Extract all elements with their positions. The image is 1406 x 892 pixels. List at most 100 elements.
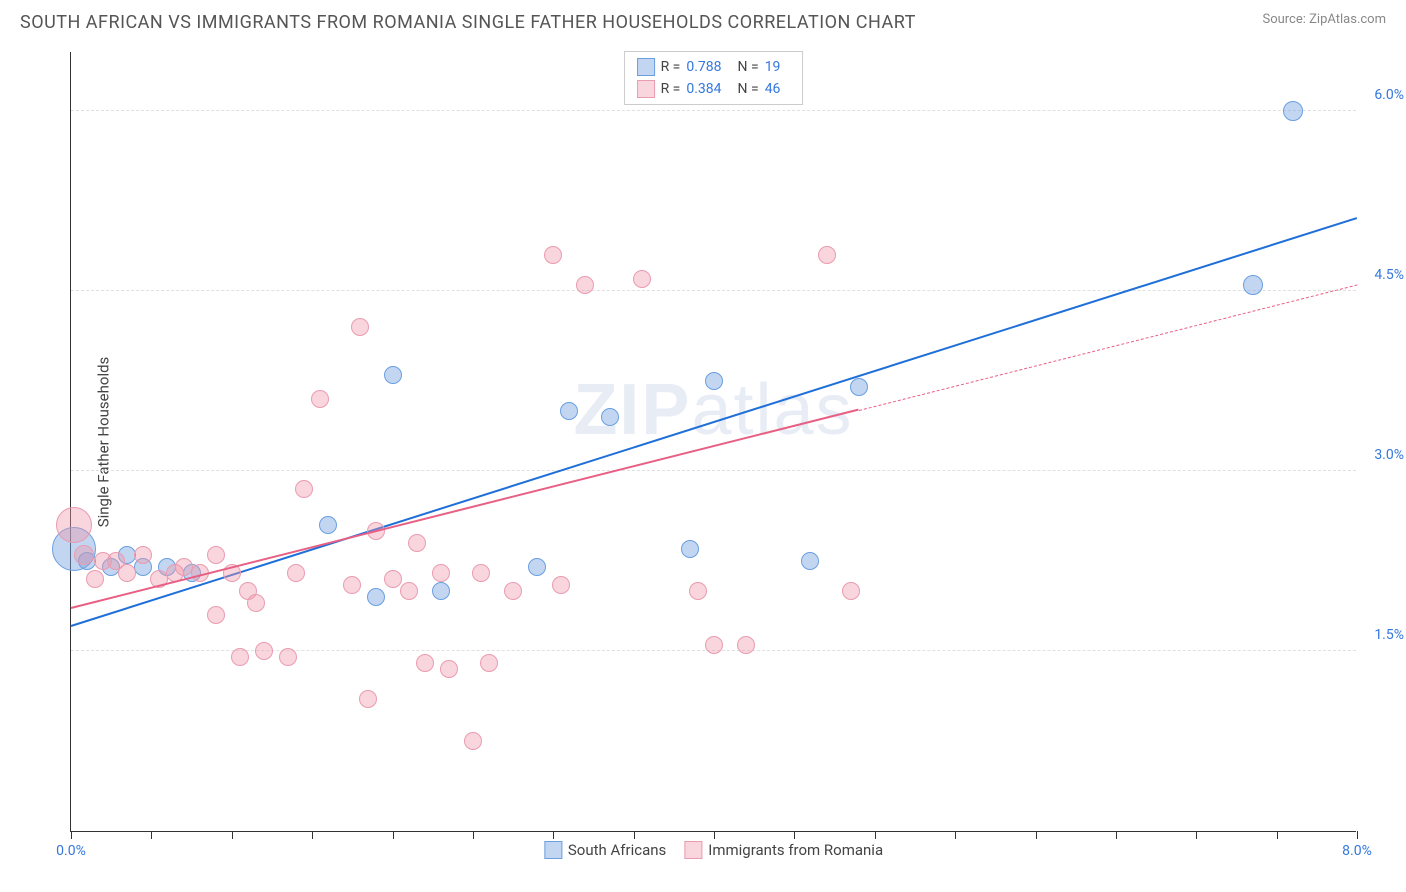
x-tick (794, 831, 795, 839)
x-tick (312, 831, 313, 839)
scatter-point (705, 372, 723, 390)
scatter-point (231, 648, 249, 666)
scatter-point (705, 636, 723, 654)
scatter-point (560, 402, 578, 420)
legend-correlation: R = 0.788 N = 19 R = 0.384 N = 46 (624, 51, 804, 105)
scatter-point (801, 552, 819, 570)
scatter-point (311, 390, 329, 408)
scatter-point (480, 654, 498, 672)
x-tick (151, 831, 152, 839)
trend-line (859, 284, 1358, 411)
gridline (71, 290, 1356, 291)
legend-series-label: South Africans (568, 841, 666, 859)
legend-swatch (637, 80, 655, 98)
scatter-point (367, 588, 385, 606)
legend-r-value: 0.384 (686, 81, 721, 97)
y-tick-label: 1.5% (1374, 627, 1404, 643)
scatter-point (1243, 275, 1263, 295)
x-tick (1116, 831, 1117, 839)
trend-line (71, 217, 1358, 627)
scatter-point (472, 564, 490, 582)
legend-swatch (544, 841, 562, 859)
scatter-point (247, 594, 265, 612)
scatter-point (255, 642, 273, 660)
scatter-point (319, 516, 337, 534)
legend-series-item: South Africans (544, 841, 666, 859)
x-tick (1036, 831, 1037, 839)
legend-swatch (637, 58, 655, 76)
legend-series-item: Immigrants from Romania (684, 841, 883, 859)
scatter-point (384, 570, 402, 588)
scatter-point (359, 690, 377, 708)
scatter-point (118, 564, 136, 582)
scatter-point (432, 582, 450, 600)
x-tick (1196, 831, 1197, 839)
scatter-point (464, 732, 482, 750)
x-tick (714, 831, 715, 839)
x-tick (393, 831, 394, 839)
legend-n-label: N = (738, 81, 759, 97)
x-tick (232, 831, 233, 839)
scatter-point (576, 276, 594, 294)
scatter-point (737, 636, 755, 654)
legend-n-value: 46 (765, 81, 781, 97)
scatter-point (384, 366, 402, 384)
scatter-point (818, 246, 836, 264)
x-tick (1277, 831, 1278, 839)
x-tick (71, 831, 72, 839)
scatter-point (134, 546, 152, 564)
x-tick (553, 831, 554, 839)
x-tick (955, 831, 956, 839)
legend-series: South Africans Immigrants from Romania (544, 841, 883, 859)
legend-correlation-row: R = 0.384 N = 46 (637, 78, 791, 100)
scatter-point (1283, 101, 1303, 121)
scatter-point (689, 582, 707, 600)
y-tick-label: 4.5% (1374, 267, 1404, 283)
legend-n-label: N = (738, 59, 759, 75)
scatter-point (207, 546, 225, 564)
scatter-point (432, 564, 450, 582)
legend-series-label: Immigrants from Romania (708, 841, 883, 859)
scatter-point (681, 540, 699, 558)
scatter-point (207, 606, 225, 624)
x-tick (634, 831, 635, 839)
scatter-point (850, 378, 868, 396)
chart-source: Source: ZipAtlas.com (1262, 12, 1386, 27)
legend-n-value: 19 (765, 59, 781, 75)
chart-area: Single Father Households ZIPatlas R =0.7… (46, 52, 1356, 832)
legend-r-label: R = (661, 59, 681, 75)
x-tick (1357, 831, 1358, 839)
scatter-point (416, 654, 434, 672)
legend-r-label: R = (661, 81, 681, 97)
trend-line (71, 409, 859, 609)
legend-swatch (684, 841, 702, 859)
gridline (71, 470, 1356, 471)
scatter-point (528, 558, 546, 576)
scatter-point (351, 318, 369, 336)
scatter-point (343, 576, 361, 594)
scatter-point (504, 582, 522, 600)
scatter-point (287, 564, 305, 582)
legend-r-value: 0.788 (686, 59, 721, 75)
scatter-point (601, 408, 619, 426)
gridline (71, 110, 1356, 111)
scatter-point (633, 270, 651, 288)
scatter-point (400, 582, 418, 600)
chart-title: SOUTH AFRICAN VS IMMIGRANTS FROM ROMANIA… (20, 12, 916, 33)
x-tick-label: 0.0% (56, 843, 86, 859)
x-tick-label: 8.0% (1342, 843, 1372, 859)
legend-correlation-row: R = 0.788 N = 19 (637, 56, 791, 78)
x-tick (875, 831, 876, 839)
scatter-point (295, 480, 313, 498)
y-tick-label: 6.0% (1374, 87, 1404, 103)
scatter-point (56, 507, 92, 543)
plot-region: ZIPatlas R =0.788N =19R =0.384N =46 Sout… (70, 52, 1356, 832)
scatter-point (842, 582, 860, 600)
scatter-point (86, 570, 104, 588)
scatter-point (408, 534, 426, 552)
scatter-point (552, 576, 570, 594)
scatter-point (544, 246, 562, 264)
x-tick (473, 831, 474, 839)
scatter-point (440, 660, 458, 678)
scatter-point (74, 545, 94, 565)
